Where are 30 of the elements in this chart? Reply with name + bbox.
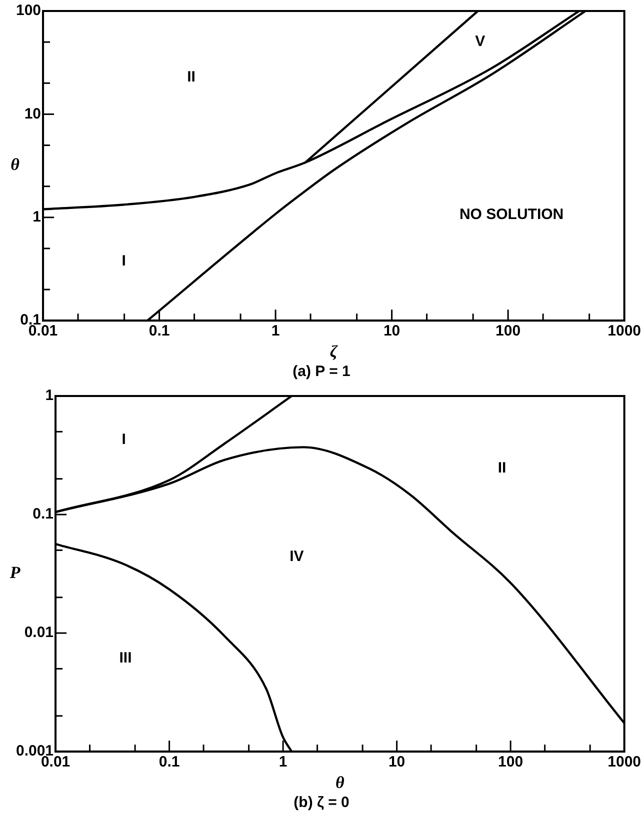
annotation: III bbox=[119, 650, 132, 667]
y-tick-label: 1 bbox=[45, 387, 54, 404]
x-tick-label: 1 bbox=[278, 754, 288, 771]
annotation: V bbox=[475, 33, 486, 50]
x-axis-title: ζ bbox=[330, 342, 338, 362]
x-tick-label: 1 bbox=[271, 322, 280, 340]
y-axis-title: P bbox=[8, 563, 21, 582]
y-axis-title: θ bbox=[10, 155, 20, 174]
x-tick-label: 100 bbox=[496, 322, 521, 340]
annotation: II bbox=[187, 68, 196, 86]
annotation: II bbox=[498, 460, 506, 477]
text: (b) ζ = 0 bbox=[294, 794, 350, 812]
x-tick-label: 0.1 bbox=[148, 322, 170, 340]
x-tick-label: 1000 bbox=[608, 754, 642, 771]
x-tick-label: 1000 bbox=[608, 322, 642, 340]
y-tick-label: 1 bbox=[32, 208, 42, 226]
x-tick-label: 10 bbox=[388, 754, 406, 771]
annotation: I bbox=[122, 252, 126, 270]
y-tick-label: 100 bbox=[16, 2, 42, 20]
x-axis-title: θ bbox=[336, 773, 345, 792]
annotation: IV bbox=[290, 548, 304, 566]
y-tick-label: 10 bbox=[24, 105, 42, 122]
y-tick-label: 0.01 bbox=[24, 624, 54, 642]
y-tick-label: 0.1 bbox=[32, 506, 54, 523]
text: (a) P = 1 bbox=[292, 363, 350, 380]
annotation: I bbox=[122, 430, 126, 448]
x-tick-label: 100 bbox=[498, 754, 524, 771]
annotation: NO SOLUTION bbox=[459, 206, 564, 224]
x-tick-label: 0.1 bbox=[158, 754, 180, 771]
x-tick-label: 10 bbox=[383, 322, 400, 340]
